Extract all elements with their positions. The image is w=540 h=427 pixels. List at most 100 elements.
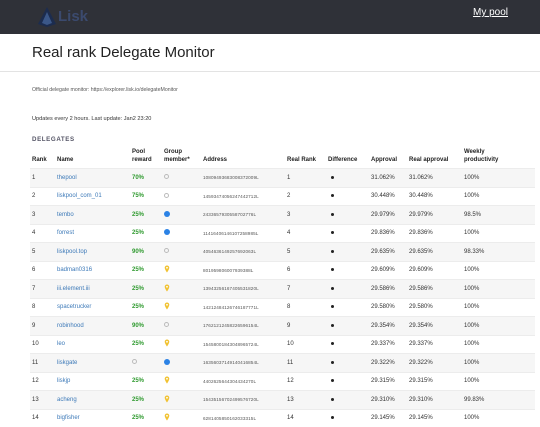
delegate-name-link[interactable]: iii.element.iii bbox=[55, 280, 130, 299]
approval-cell: 29.979% bbox=[369, 206, 407, 225]
real-rank-cell: 8 bbox=[285, 298, 326, 317]
real-rank-cell: 2 bbox=[285, 187, 326, 206]
rank-cell: 5 bbox=[30, 243, 55, 262]
group-member-cell bbox=[162, 206, 201, 225]
col-header-pool-reward-line1: Pool bbox=[132, 149, 145, 155]
page-title: Real rank Delegate Monitor bbox=[32, 44, 215, 61]
group-member-cell bbox=[162, 335, 201, 354]
difference-dot-icon bbox=[331, 342, 334, 345]
delegate-name-link[interactable]: badman0316 bbox=[55, 261, 130, 280]
group-member-cell bbox=[162, 409, 201, 427]
col-header-rank[interactable]: Rank bbox=[30, 148, 55, 169]
my-pool-link[interactable]: My pool bbox=[473, 7, 508, 18]
address-cell: 15458001843048965724L bbox=[201, 335, 285, 354]
real-rank-cell: 5 bbox=[285, 243, 326, 262]
address-cell: 14212484126746187771L bbox=[201, 298, 285, 317]
delegate-name-link[interactable]: liskjp bbox=[55, 372, 130, 391]
address-cell: 801959806007939388L bbox=[201, 261, 285, 280]
group-member-icon bbox=[164, 359, 170, 365]
address-cell: 17621212458226596154L bbox=[201, 317, 285, 336]
group-member-cell bbox=[162, 298, 201, 317]
weekly-productivity-cell: 100% bbox=[462, 372, 535, 391]
official-monitor-link[interactable]: Official delegate monitor: https://explo… bbox=[32, 87, 178, 93]
weekly-productivity-cell: 100% bbox=[462, 261, 535, 280]
difference-cell bbox=[326, 354, 369, 373]
difference-dot-icon bbox=[331, 213, 334, 216]
col-header-real-rank[interactable]: Real Rank bbox=[285, 148, 326, 169]
approval-cell: 29.635% bbox=[369, 243, 407, 262]
col-header-address[interactable]: Address bbox=[201, 148, 285, 169]
weekly-productivity-cell: 100% bbox=[462, 224, 535, 243]
group-member-cell bbox=[162, 372, 201, 391]
real-approval-cell: 29.836% bbox=[407, 224, 462, 243]
real-approval-cell: 29.322% bbox=[407, 354, 462, 373]
delegate-name-link[interactable]: forrest bbox=[55, 224, 130, 243]
weekly-productivity-cell: 98.33% bbox=[462, 243, 535, 262]
col-header-name[interactable]: Name bbox=[55, 148, 130, 169]
delegate-name-link[interactable]: leo bbox=[55, 335, 130, 354]
col-header-group-member-line1: Group bbox=[164, 149, 182, 155]
real-rank-cell: 7 bbox=[285, 280, 326, 299]
difference-dot-icon bbox=[331, 176, 334, 179]
real-rank-cell: 6 bbox=[285, 261, 326, 280]
delegate-name-link[interactable]: tembo bbox=[55, 206, 130, 225]
difference-dot-icon bbox=[331, 305, 334, 308]
pool-reward-cell: 25% bbox=[130, 261, 162, 280]
address-cell: 15435156702499576720L bbox=[201, 391, 285, 410]
difference-dot-icon bbox=[331, 250, 334, 253]
delegate-name-link[interactable]: bigfisher bbox=[55, 409, 130, 427]
col-header-weekly-line1: Weekly bbox=[464, 149, 485, 155]
col-header-difference[interactable]: Difference bbox=[326, 148, 369, 169]
group-member-cell bbox=[162, 169, 201, 188]
pool-reward-cell bbox=[130, 354, 162, 373]
approval-cell: 30.448% bbox=[369, 187, 407, 206]
delegate-name-link[interactable]: liskpool_com_01 bbox=[55, 187, 130, 206]
delegate-name-link[interactable]: spacetrucker bbox=[55, 298, 130, 317]
delegate-name-link[interactable]: liskpool.top bbox=[55, 243, 130, 262]
difference-cell bbox=[326, 243, 369, 262]
group-member-icon bbox=[164, 211, 170, 217]
real-approval-cell: 29.586% bbox=[407, 280, 462, 299]
group-member-cell bbox=[162, 224, 201, 243]
pool-reward-cell: 25% bbox=[130, 409, 162, 427]
delegate-name-link[interactable]: liskgate bbox=[55, 354, 130, 373]
col-header-approval[interactable]: Approval bbox=[369, 148, 407, 169]
address-cell: 2433657930558702776L bbox=[201, 206, 285, 225]
pool-reward-cell: 70% bbox=[130, 169, 162, 188]
pin-icon bbox=[164, 413, 170, 421]
group-member-cell bbox=[162, 261, 201, 280]
pool-reward-cell: 75% bbox=[130, 187, 162, 206]
difference-dot-icon bbox=[331, 416, 334, 419]
reward-unknown-icon bbox=[132, 359, 137, 364]
logo-text: Lisk bbox=[58, 8, 88, 25]
real-approval-cell: 29.979% bbox=[407, 206, 462, 225]
delegate-name-link[interactable]: robinhood bbox=[55, 317, 130, 336]
address-cell: 11416406146107258985L bbox=[201, 224, 285, 243]
group-member-cell bbox=[162, 354, 201, 373]
weekly-productivity-cell: 100% bbox=[462, 409, 535, 427]
weekly-productivity-cell: 100% bbox=[462, 335, 535, 354]
not-member-icon bbox=[164, 174, 169, 179]
real-approval-cell: 31.062% bbox=[407, 169, 462, 188]
real-approval-cell: 29.310% bbox=[407, 391, 462, 410]
delegate-name-link[interactable]: acheng bbox=[55, 391, 130, 410]
col-header-real-approval[interactable]: Real approval bbox=[407, 148, 462, 169]
approval-cell: 29.315% bbox=[369, 372, 407, 391]
difference-cell bbox=[326, 224, 369, 243]
rank-cell: 8 bbox=[30, 298, 55, 317]
rank-cell: 11 bbox=[30, 354, 55, 373]
delegate-name-link[interactable]: thepool bbox=[55, 169, 130, 188]
group-member-cell bbox=[162, 187, 201, 206]
difference-dot-icon bbox=[331, 324, 334, 327]
not-member-icon bbox=[164, 248, 169, 253]
